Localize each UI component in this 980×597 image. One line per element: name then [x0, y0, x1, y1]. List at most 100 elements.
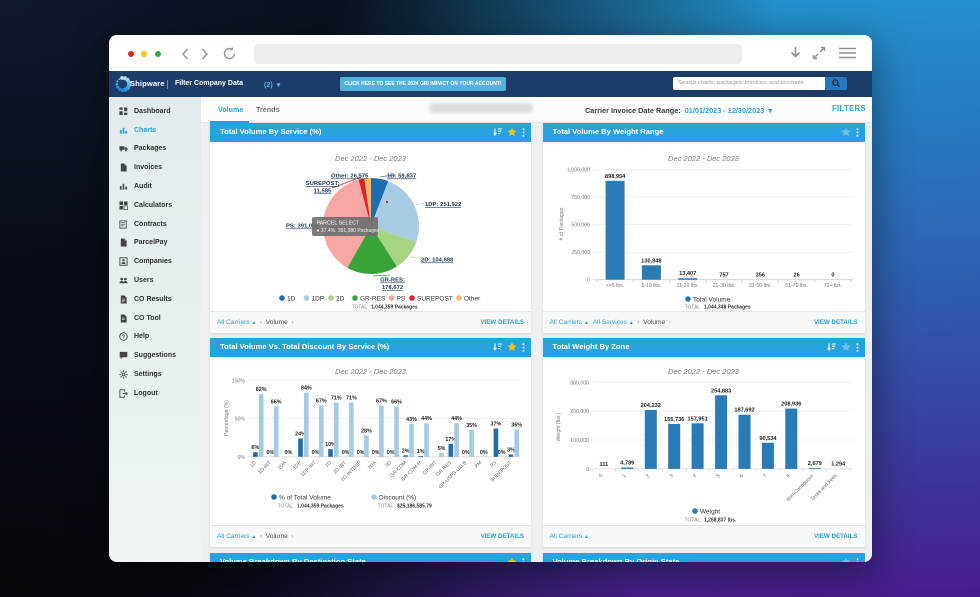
- svg-text:PS: PS: [489, 459, 498, 468]
- svg-text:TOTAL: TOTAL: [684, 304, 702, 310]
- svg-text:3: 3: [668, 472, 674, 478]
- svg-text:71%: 71%: [346, 395, 357, 401]
- svg-text:36%: 36%: [511, 422, 522, 428]
- svg-text:TOTAL: TOTAL: [352, 304, 370, 310]
- svg-text:PS: PS: [397, 295, 406, 302]
- svg-text:$25,186,585.79: $25,186,585.79: [397, 503, 432, 509]
- svg-text:0%: 0%: [285, 449, 293, 455]
- svg-text:204,232: 204,232: [640, 402, 660, 408]
- svg-text:500,000: 500,000: [571, 222, 590, 228]
- svg-text:0%: 0%: [357, 449, 365, 455]
- svg-text:0%: 0%: [342, 449, 350, 455]
- svg-text:200,000: 200,000: [570, 409, 589, 415]
- svg-text:1DP-INT: 1DP-INT: [300, 459, 318, 477]
- svg-text:PS: 391,080: PS: 391,080: [286, 223, 319, 229]
- svg-text:2D: 2D: [324, 459, 333, 468]
- svg-text:28%: 28%: [361, 428, 372, 434]
- svg-text:Weight (lbs.): Weight (lbs.): [556, 412, 562, 441]
- svg-text:Total Volume: Total Volume: [693, 296, 731, 303]
- svg-text:SUREPOST: SUREPOST: [417, 295, 453, 302]
- svg-text:TOTAL: TOTAL: [684, 517, 702, 523]
- svg-text:1DA: 1DA: [277, 459, 289, 471]
- svg-text:51-70 lbs.: 51-70 lbs.: [785, 283, 808, 289]
- svg-text:4,789: 4,789: [620, 460, 634, 466]
- svg-text:PARCEL SELECT: PARCEL SELECT: [317, 220, 360, 226]
- svg-text:43%: 43%: [406, 416, 417, 422]
- svg-text:84%: 84%: [301, 385, 312, 391]
- svg-text:71%: 71%: [331, 395, 342, 401]
- svg-text:0: 0: [587, 277, 590, 283]
- svg-text:26: 26: [793, 272, 799, 278]
- svg-text:31-50 lbs.: 31-50 lbs.: [748, 283, 771, 289]
- svg-text:0%: 0%: [372, 449, 380, 455]
- svg-text:<=5 lbs.: <=5 lbs.: [605, 283, 623, 289]
- svg-text:0%: 0%: [480, 449, 488, 455]
- svg-text:0: 0: [598, 472, 604, 478]
- svg-text:6%: 6%: [252, 445, 260, 451]
- svg-text:111: 111: [599, 461, 608, 467]
- svg-text:1,044,348 Packages: 1,044,348 Packages: [704, 304, 751, 310]
- svg-text:1: 1: [621, 472, 627, 478]
- svg-text:2,679: 2,679: [807, 461, 821, 467]
- svg-text:254,883: 254,883: [710, 388, 730, 394]
- svg-text:7: 7: [762, 472, 768, 478]
- svg-text:1DP: 1DP: [292, 459, 304, 471]
- svg-text:1%: 1%: [417, 449, 425, 455]
- svg-text:2: 2: [645, 472, 651, 478]
- svg-text:Other: 26,575: Other: 26,575: [331, 173, 369, 179]
- svg-text:67%: 67%: [316, 398, 327, 404]
- svg-text:Weight: Weight: [700, 508, 720, 515]
- svg-text:0: 0: [586, 466, 589, 472]
- svg-text:24%: 24%: [295, 431, 306, 437]
- svg-text:44%: 44%: [421, 416, 432, 422]
- svg-text:187,692: 187,692: [734, 407, 754, 413]
- svg-text:50%: 50%: [235, 416, 246, 422]
- svg-text:67%: 67%: [376, 398, 387, 404]
- svg-text:1DP: 251,922: 1DP: 251,922: [425, 202, 462, 208]
- svg-text:82%: 82%: [256, 387, 267, 393]
- svg-text:10%: 10%: [325, 442, 336, 448]
- svg-text:4: 4: [691, 472, 697, 478]
- svg-text:66%: 66%: [271, 399, 282, 405]
- svg-text:0%: 0%: [462, 449, 470, 455]
- svg-text:?: ?: [122, 335, 126, 341]
- svg-text:157,951: 157,951: [687, 416, 707, 422]
- svg-text:2D: 2D: [336, 295, 345, 302]
- svg-text:155,736: 155,736: [664, 416, 684, 422]
- svg-text:0: 0: [831, 272, 834, 278]
- svg-text:1,268,837 lbs.: 1,268,837 lbs.: [704, 517, 737, 523]
- svg-text:750,000: 750,000: [571, 195, 590, 201]
- svg-text:% of Total Volume: % of Total Volume: [279, 494, 331, 501]
- svg-text:208,936: 208,936: [781, 401, 801, 407]
- svg-text:GR-RES:: GR-RES:: [380, 277, 405, 283]
- svg-text:# of Packages: # of Packages: [559, 207, 565, 240]
- svg-text:100%: 100%: [232, 378, 246, 384]
- svg-text:1,294: 1,294: [831, 461, 846, 467]
- svg-text:21-30 lbs.: 21-30 lbs.: [712, 283, 735, 289]
- svg-text:71+ lbs.: 71+ lbs.: [823, 283, 841, 289]
- svg-text:8: 8: [785, 472, 791, 478]
- svg-text:0%: 0%: [312, 449, 320, 455]
- svg-text:Discount (%): Discount (%): [379, 494, 416, 501]
- svg-text:90,534: 90,534: [759, 435, 777, 441]
- svg-text:100,000: 100,000: [570, 438, 589, 444]
- svg-text:130,848: 130,848: [641, 258, 661, 264]
- svg-text:11-20 lbs.: 11-20 lbs.: [676, 283, 698, 289]
- svg-text:17%: 17%: [445, 436, 456, 442]
- svg-text:35%: 35%: [466, 423, 477, 429]
- svg-text:5%: 5%: [438, 446, 446, 452]
- svg-text:0%: 0%: [387, 449, 395, 455]
- svg-text:0%: 0%: [238, 454, 246, 460]
- svg-text:2D: 104,688: 2D: 104,688: [421, 257, 454, 263]
- svg-text:1,000,000: 1,000,000: [566, 167, 589, 173]
- svg-text:Other: Other: [464, 295, 481, 302]
- svg-text:6-10 lbs.: 6-10 lbs.: [641, 283, 661, 289]
- svg-text:37%: 37%: [491, 421, 502, 427]
- svg-text:SUREPOST:: SUREPOST:: [306, 181, 340, 187]
- svg-text:44%: 44%: [451, 416, 462, 422]
- svg-text:1DP: 1DP: [312, 295, 325, 302]
- svg-text:0%: 0%: [498, 449, 506, 455]
- svg-text:0%: 0%: [267, 449, 275, 455]
- svg-text:Percentage (%): Percentage (%): [224, 399, 230, 435]
- svg-text:300,000: 300,000: [570, 380, 589, 386]
